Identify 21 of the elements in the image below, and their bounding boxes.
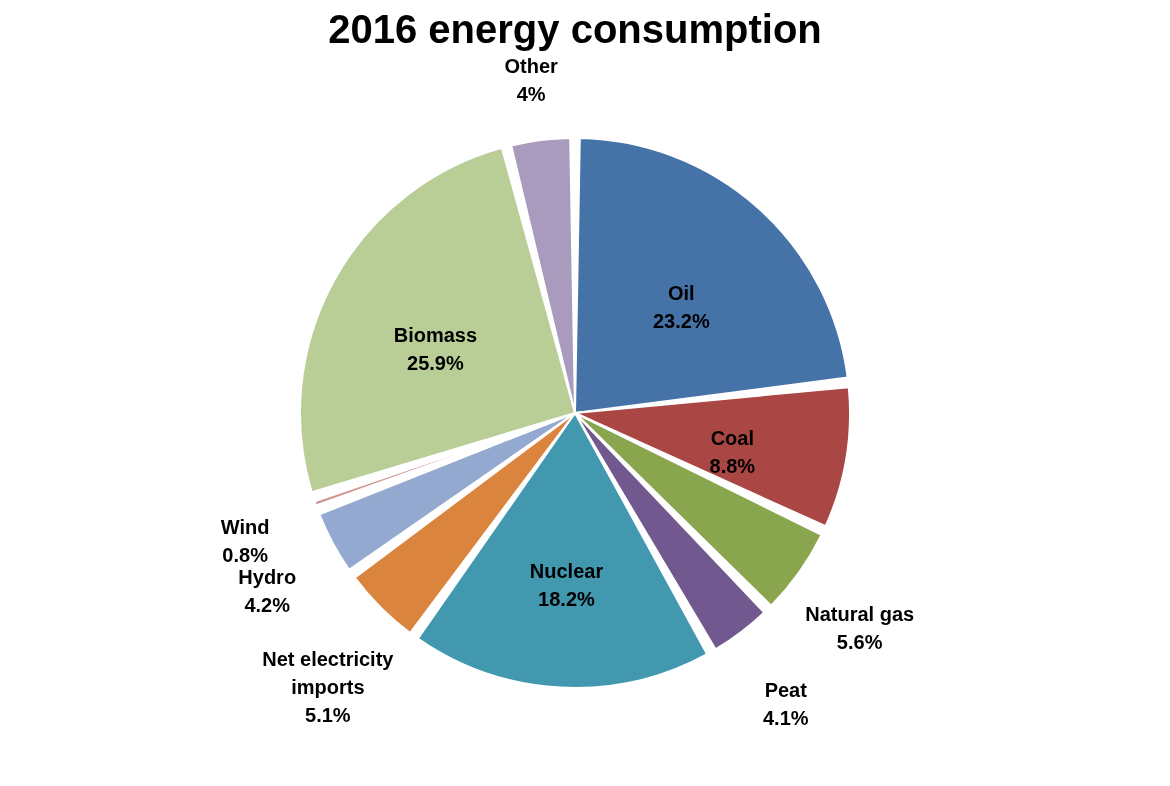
chart-title: 2016 energy consumption [328, 6, 822, 51]
data-label: 23.2% [652, 310, 710, 333]
slice-label: Wind [220, 515, 270, 538]
slice-label: Coal [710, 427, 754, 450]
slice-label: Hydro [238, 566, 297, 589]
data-label: 4.1% [762, 707, 809, 730]
data-label: 4.2% [244, 594, 291, 617]
data-label: 5.6% [836, 631, 883, 654]
data-label: 18.2% [538, 588, 596, 611]
data-label: 4% [516, 82, 546, 105]
slice-label: Nuclear [529, 560, 604, 583]
slice-label: Oil [667, 282, 695, 305]
data-label: 5.1% [305, 703, 351, 726]
slice-label: Net electricity imports [262, 647, 395, 698]
slice-label: Natural gas [805, 603, 915, 626]
slice-label: Peat [764, 679, 808, 702]
data-label: 0.8% [222, 543, 269, 566]
data-label: 25.9% [407, 351, 464, 374]
slice-label: Biomass [393, 323, 478, 346]
slice-label: Other [504, 54, 559, 77]
data-label: 8.8% [709, 455, 756, 478]
